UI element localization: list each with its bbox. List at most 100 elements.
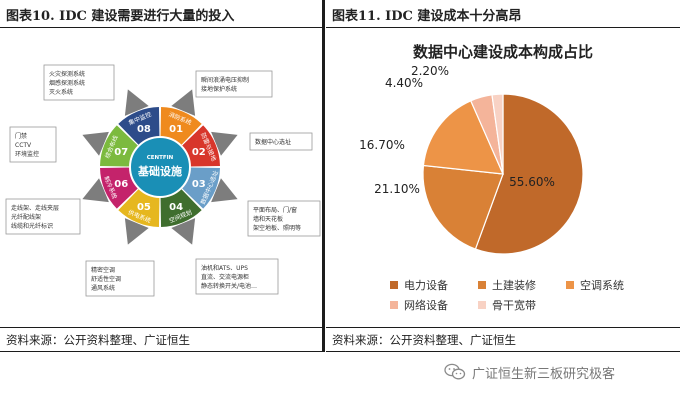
right-source-bar: 资料来源：公开资料整理、广证恒生 xyxy=(326,327,680,352)
watermark-text: 广证恒生新三板研究极客 xyxy=(472,366,616,382)
ring-segment xyxy=(181,125,220,167)
ring-segment xyxy=(118,188,160,227)
segment-number: 07 xyxy=(114,147,128,158)
pie-slice xyxy=(474,93,584,255)
callout-line: 瞬间浪涌电压抑制 xyxy=(201,76,249,84)
callout-frame xyxy=(249,132,313,151)
callout-line: 精密空调 xyxy=(91,266,115,274)
cost-pie-chart: 数据中心建设成本构成占比 55.60% 21.10% 16.70% 4.40%2.20… xyxy=(359,43,624,312)
callout-line: 走线架、走线夹层 xyxy=(11,204,59,212)
slice-value-label: 21.10% xyxy=(374,182,420,196)
segment-number: 04 xyxy=(169,202,183,213)
outward-arrow xyxy=(211,178,238,203)
callout-line: 舒适性空调 xyxy=(91,275,121,283)
left-figure-title: 图表10. IDC 建设需要进行大量的投入 xyxy=(6,9,235,24)
slice-value-label: 55.60% xyxy=(509,175,555,189)
callout-frame xyxy=(43,64,115,101)
outward-arrow xyxy=(124,89,149,116)
callout-line: 烟感探测系统 xyxy=(49,79,85,87)
callout-box: 油机和ATS、UPS直流、交流电源柜静态转换开关/电池… xyxy=(195,258,279,295)
segment-number: 08 xyxy=(137,124,151,135)
segment-number: 05 xyxy=(137,202,151,213)
callout-line: 直流、交流电源柜 xyxy=(201,273,249,281)
wechat-icon xyxy=(444,363,466,380)
pie-slice xyxy=(422,99,504,175)
segment-number: 06 xyxy=(114,179,128,190)
callout-line: 光纤配线架 xyxy=(11,213,41,221)
segment-number: 02 xyxy=(192,147,206,158)
chart-title: 数据中心建设成本构成占比 xyxy=(413,43,593,61)
ring-segment xyxy=(160,188,202,227)
left-panel: 图表10. IDC 建设需要进行大量的投入 01 消防系统 02 防雷与接地 03 数据中… xyxy=(0,0,322,352)
outward-arrow xyxy=(124,218,149,245)
callout-line: 线缆和光纤标识 xyxy=(11,222,53,230)
legend-swatch xyxy=(390,281,398,289)
callout-line: 静态转换开关/电池… xyxy=(201,282,257,290)
callout-frame xyxy=(247,200,321,237)
panel-divider xyxy=(322,0,325,352)
callout-line: 墙和天花板 xyxy=(253,215,283,223)
outward-arrow xyxy=(82,131,109,156)
legend-swatch xyxy=(566,281,574,289)
callout-line: 环境监控 xyxy=(15,150,39,158)
ring-segment xyxy=(100,167,139,209)
callout-line: 灭火系统 xyxy=(49,88,73,96)
slice-value-label: 16.70% xyxy=(359,138,405,152)
segment-number: 03 xyxy=(192,179,206,190)
left-source: 资料来源：公开资料整理、广证恒生 xyxy=(6,333,190,347)
callout-line: 架空地板、照明等 xyxy=(253,224,301,232)
legend-label: 电力设备 xyxy=(404,278,448,292)
center-logo: CENTFIN xyxy=(147,155,174,161)
callout-line: 通风系统 xyxy=(91,284,115,292)
right-figure-title: 图表11. IDC 建设成本十分高昂 xyxy=(332,9,522,24)
callout-line: CCTV xyxy=(15,142,32,149)
legend-swatch xyxy=(390,301,398,309)
legend-label: 骨干宽带 xyxy=(492,298,536,312)
center-label: 基础设施 xyxy=(137,164,182,178)
outward-arrow xyxy=(171,89,196,116)
legend-label: 空调系统 xyxy=(580,278,624,292)
outward-arrow xyxy=(211,131,238,156)
ring-segment xyxy=(160,107,202,146)
right-panel: 图表11. IDC 建设成本十分高昂 数据中心建设成本构成占比 55.60% 21… xyxy=(326,0,680,352)
right-source: 资料来源：公开资料整理、广证恒生 xyxy=(332,333,516,347)
center-circle xyxy=(129,136,191,198)
legend-swatch xyxy=(478,281,486,289)
pie-slice xyxy=(422,164,504,250)
callout-line: 接地保护系统 xyxy=(201,85,237,93)
legend-label: 土建装修 xyxy=(492,278,536,292)
slice-value-label: 2.20% xyxy=(411,64,449,78)
watermark: 广证恒生新三板研究极客 xyxy=(444,361,615,383)
segment-number: 01 xyxy=(169,124,183,135)
ring-segment xyxy=(181,167,220,209)
callout-line: 数据中心选址 xyxy=(255,138,291,146)
idc-investment-diagram: 01消防系统02防雷与接地03数据中心选址04空间规划05供电系统06制冷系统0… xyxy=(5,64,321,297)
callout-line: 平面布局、门/窗 xyxy=(253,206,297,214)
callout-frame xyxy=(5,198,81,235)
left-figure-header: 图表10. IDC 建设需要进行大量的投入 xyxy=(0,0,322,28)
callout-frame xyxy=(9,126,57,163)
callout-frame xyxy=(195,258,279,295)
pie-slice xyxy=(491,93,504,175)
outward-arrow xyxy=(171,218,196,245)
legend-label: 网络设备 xyxy=(404,298,448,312)
callout-line: 门禁 xyxy=(15,132,27,140)
ring-segment xyxy=(100,125,139,167)
legend-swatch xyxy=(478,301,486,309)
left-source-bar: 资料来源：公开资料整理、广证恒生 xyxy=(0,327,322,352)
callout-line: 油机和ATS、UPS xyxy=(201,264,248,272)
callout-frame xyxy=(85,260,155,297)
right-figure-header: 图表11. IDC 建设成本十分高昂 xyxy=(326,0,680,28)
outward-arrow xyxy=(82,178,109,203)
slice-value-label: 4.40% xyxy=(385,76,423,90)
callout-frame xyxy=(195,70,273,98)
ring-segment xyxy=(118,107,160,146)
callout-box: 数据中心选址 xyxy=(249,132,313,151)
callout-line: 火灾探测系统 xyxy=(49,70,85,78)
